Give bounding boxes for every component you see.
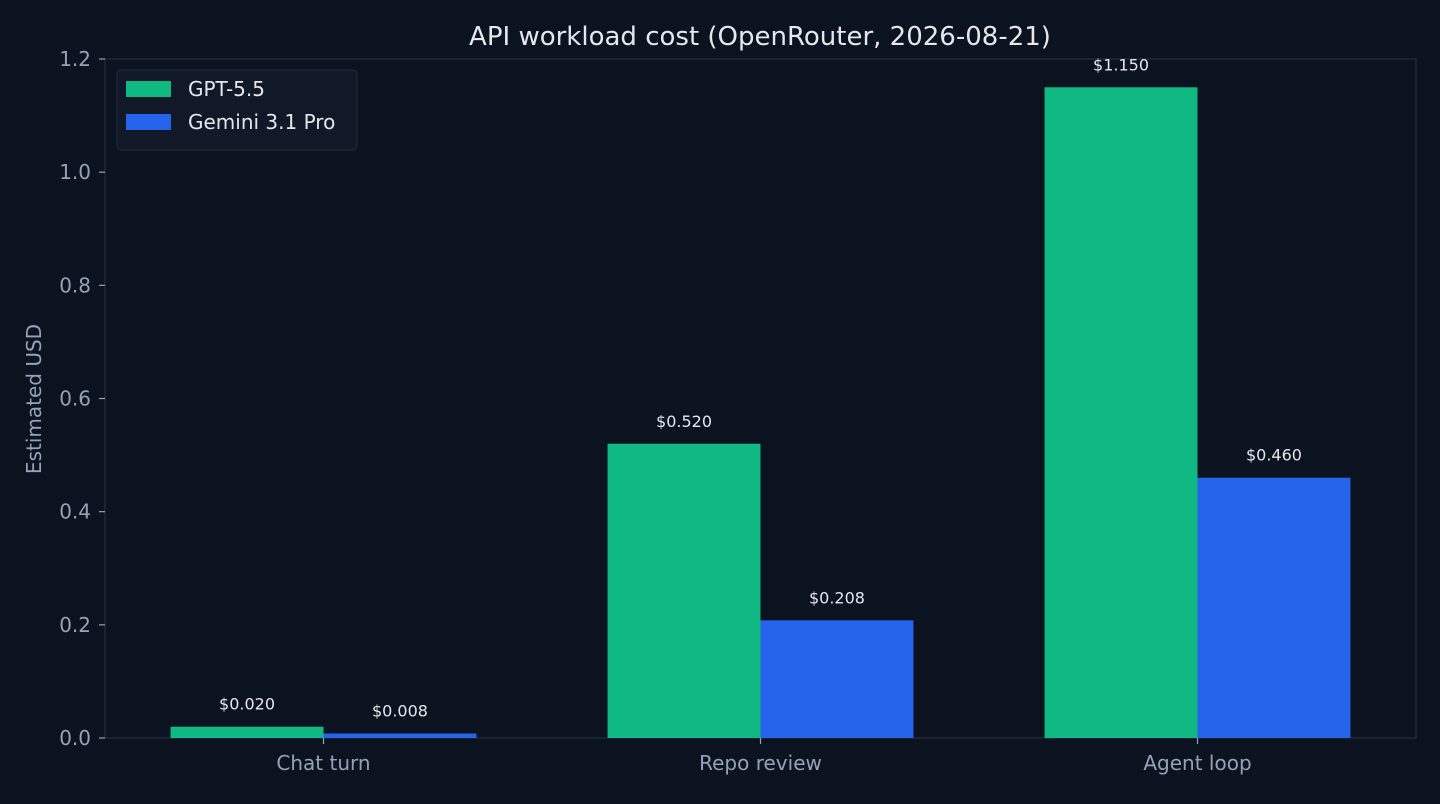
y-tick-label: 1.0 bbox=[59, 160, 91, 184]
legend-swatch bbox=[126, 81, 171, 97]
bar-value-label: $0.460 bbox=[1246, 446, 1302, 465]
y-tick-label: 0.6 bbox=[59, 387, 91, 411]
bar bbox=[607, 443, 761, 738]
legend-box bbox=[116, 69, 358, 151]
bar bbox=[760, 620, 914, 738]
legend-label: GPT-5.5 bbox=[188, 77, 265, 101]
x-tick-label: Chat turn bbox=[276, 751, 370, 775]
bar-value-label: $0.020 bbox=[219, 695, 275, 714]
legend-label: Gemini 3.1 Pro bbox=[188, 110, 335, 134]
bar bbox=[1197, 477, 1351, 738]
y-tick-label: 0.0 bbox=[59, 726, 91, 750]
y-tick-label: 0.8 bbox=[59, 273, 91, 297]
y-tick-label: 0.4 bbox=[59, 500, 91, 524]
bar bbox=[1044, 87, 1198, 738]
y-tick-label: 1.2 bbox=[59, 47, 91, 71]
x-tick-label: Repo review bbox=[699, 751, 822, 775]
legend: GPT-5.5 Gemini 3.1 Pro bbox=[116, 69, 358, 151]
bar-value-label: $0.520 bbox=[656, 412, 712, 431]
chart-title: API workload cost (OpenRouter, 2026-08-2… bbox=[469, 22, 1051, 52]
bar bbox=[323, 733, 477, 738]
bar bbox=[170, 726, 324, 738]
bar-value-label: $0.208 bbox=[809, 588, 865, 607]
plot-area: 0.0 0.2 0.4 0.6 0.8 1.0 1.2 Chat turn $0.020 $0.0… bbox=[59, 47, 1417, 775]
y-tick-label: 0.2 bbox=[59, 613, 91, 637]
legend-swatch bbox=[126, 114, 171, 130]
bar-value-label: $1.150 bbox=[1093, 55, 1149, 74]
x-tick-label: Agent loop bbox=[1143, 751, 1251, 775]
y-axis-label: Estimated USD bbox=[22, 324, 46, 474]
bar-value-label: $0.008 bbox=[372, 701, 428, 720]
